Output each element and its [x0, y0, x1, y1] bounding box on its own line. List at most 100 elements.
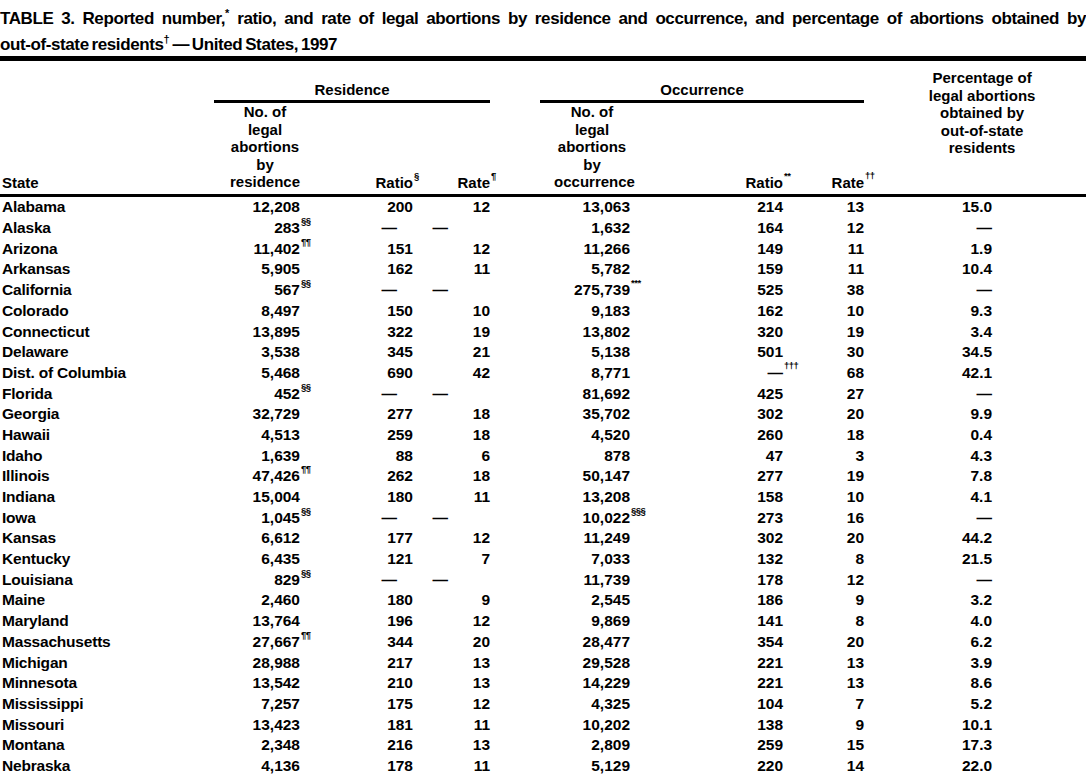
- cell-occ-no: 13,063: [490, 195, 630, 217]
- cell-res-ratio: 690: [300, 362, 413, 383]
- cell-state: Iowa: [0, 507, 200, 528]
- cell-occ-no: 14,229: [490, 673, 630, 694]
- cell-occ-ratio: 260: [630, 424, 783, 445]
- cell-state: Nevada: [0, 776, 200, 780]
- cell-occ-no: 275,739***: [490, 280, 630, 301]
- table-row: Alaska283§§——1,63216412—: [0, 218, 1086, 239]
- cell-res-no: 32,729: [200, 404, 300, 425]
- cell-res-ratio: 228: [300, 776, 413, 780]
- cell-res-ratio: 344: [300, 631, 413, 652]
- cell-res-no: 2,460: [200, 590, 300, 611]
- cell-res-ratio: 162: [300, 259, 413, 280]
- cell-pct: 3.9: [864, 652, 1086, 673]
- cell-res-no: 5,905: [200, 259, 300, 280]
- cell-state: Connecticut: [0, 321, 200, 342]
- cell-res-ratio: 262: [300, 466, 413, 487]
- table-title: TABLE 3. Reported number,* ratio, and ra…: [0, 0, 1086, 54]
- cell-state: Delaware: [0, 342, 200, 363]
- cell-state: Massachusetts: [0, 631, 200, 652]
- cell-res-ratio: —: [300, 218, 413, 239]
- cell-occ-no: 10,022§§§: [490, 507, 630, 528]
- cell-res-rate: 12: [413, 693, 490, 714]
- cell-occ-no: 5,129: [490, 755, 630, 776]
- cell-occ-rate: 12: [783, 569, 864, 590]
- cell-res-rate: —: [413, 280, 490, 301]
- title-text: — United States, 1997: [170, 34, 338, 53]
- table-row: Arizona11,402¶¶1511211,266149111.9: [0, 238, 1086, 259]
- cell-res-no: 7,257: [200, 693, 300, 714]
- cell-res-no: 829§§: [200, 569, 300, 590]
- cell-res-no: 15,004: [200, 486, 300, 507]
- cell-occ-ratio: 354: [630, 631, 783, 652]
- table-row: Colorado8,497150109,183162109.3: [0, 300, 1086, 321]
- cell-res-no: 47,426¶¶: [200, 466, 300, 487]
- cell-occ-ratio: 47: [630, 445, 783, 466]
- cell-res-ratio: 322: [300, 321, 413, 342]
- cell-occ-rate: 18: [783, 424, 864, 445]
- footnote-marker: §§§: [631, 506, 645, 516]
- table-row: Massachusetts27,667¶¶3442028,477354206.2: [0, 631, 1086, 652]
- cell-res-ratio: 196: [300, 611, 413, 632]
- group-header-label: Occurrence: [660, 81, 743, 98]
- cell-pct: 34.5: [864, 342, 1086, 363]
- cell-occ-rate: 8: [783, 611, 864, 632]
- cell-res-no: 4,513: [200, 424, 300, 445]
- cell-state: Kentucky: [0, 549, 200, 570]
- cell-occ-no: 1,632: [490, 218, 630, 239]
- cell-state: Alabama: [0, 195, 200, 217]
- cell-occ-no: 11,249: [490, 528, 630, 549]
- table-header: State Residence Occurrence Percentage of…: [0, 61, 1086, 195]
- cell-res-no: 8,497: [200, 300, 300, 321]
- cell-pct: —: [864, 218, 1086, 239]
- cell-pct: 21.5: [864, 549, 1086, 570]
- cell-res-no: 28,988: [200, 652, 300, 673]
- cell-res-ratio: 180: [300, 590, 413, 611]
- cell-occ-ratio: 320: [630, 321, 783, 342]
- footnote-marker: ¶¶: [301, 237, 311, 247]
- cell-res-rate: 12: [413, 238, 490, 259]
- footnote-marker: §§: [301, 216, 311, 226]
- cell-occ-rate: 15: [783, 735, 864, 756]
- cell-occ-no: 878: [490, 445, 630, 466]
- cell-res-ratio: 178: [300, 755, 413, 776]
- cell-res-rate: 12: [413, 528, 490, 549]
- cell-state: California: [0, 280, 200, 301]
- cell-pct: 6.2: [864, 631, 1086, 652]
- table-row: Montana2,348216132,8092591517.3: [0, 735, 1086, 756]
- cell-occ-no: 7,033: [490, 549, 630, 570]
- cell-occ-ratio: 214: [630, 195, 783, 217]
- cell-occ-rate: 10: [783, 300, 864, 321]
- cell-occ-ratio: 525: [630, 280, 783, 301]
- column-header-label: Rate: [458, 174, 491, 191]
- cell-state: Arkansas: [0, 259, 200, 280]
- cell-pct: 5.2: [864, 693, 1086, 714]
- cell-res-ratio: —: [300, 507, 413, 528]
- table-row: Georgia32,7292771835,702302209.9: [0, 404, 1086, 425]
- cell-occ-no: 29,528: [490, 652, 630, 673]
- cell-res-rate: 42: [413, 362, 490, 383]
- cell-res-rate: 6: [413, 445, 490, 466]
- cell-res-rate: 19: [413, 321, 490, 342]
- cell-occ-no: 4,325: [490, 693, 630, 714]
- cell-res-rate: 11: [413, 259, 490, 280]
- footnote-marker-double-dagger: ††: [865, 171, 875, 181]
- cell-occ-ratio: 221: [630, 673, 783, 694]
- table-row: Dist. of Columbia5,468690428,771—†††6842…: [0, 362, 1086, 383]
- cell-occ-no: 13,208: [490, 486, 630, 507]
- footnote-marker: §§: [301, 382, 311, 392]
- cell-occ-ratio: 277: [630, 466, 783, 487]
- cell-res-rate: 11: [413, 755, 490, 776]
- group-header-residence: Residence: [200, 61, 490, 103]
- column-header-label: Percentage of legal abortions obtained b…: [864, 69, 1086, 157]
- cell-occ-rate: 13: [783, 195, 864, 217]
- cell-res-ratio: 216: [300, 735, 413, 756]
- cell-res-rate: 10: [413, 300, 490, 321]
- table-row: Hawaii4,513259184,520260180.4: [0, 424, 1086, 445]
- cell-occ-rate: 19: [783, 466, 864, 487]
- cell-occ-ratio: 501: [630, 342, 783, 363]
- footnote-marker: ***: [631, 278, 641, 288]
- table-row: Missouri13,4231811110,202138910.1: [0, 714, 1086, 735]
- cell-res-rate: 11: [413, 486, 490, 507]
- cell-res-ratio: 175: [300, 693, 413, 714]
- cell-occ-rate: 9: [783, 714, 864, 735]
